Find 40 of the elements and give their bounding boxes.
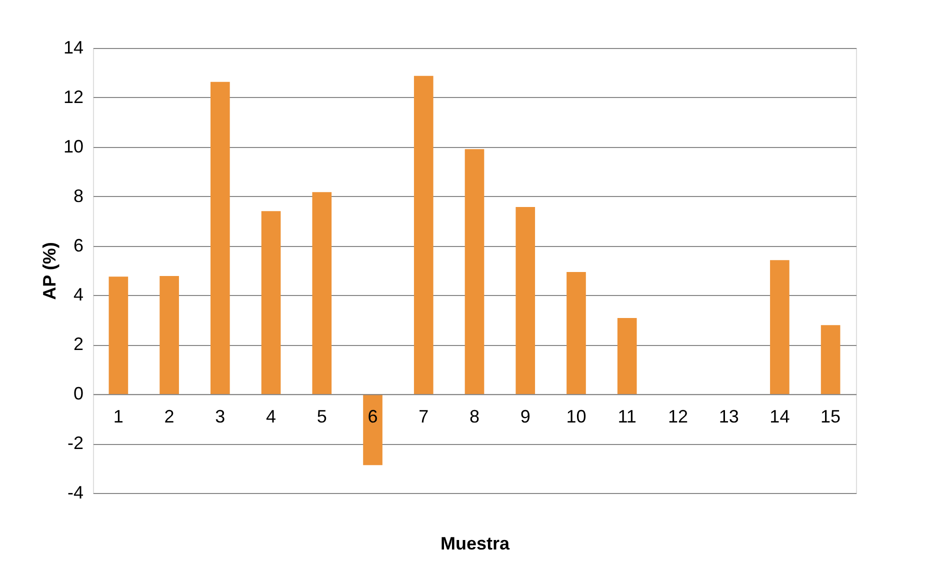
x-tick-label: 8 bbox=[469, 406, 480, 427]
x-tick-label: 1 bbox=[113, 406, 124, 427]
x-tick-label: 10 bbox=[566, 406, 586, 427]
x-tick-label: 14 bbox=[770, 406, 790, 427]
y-tick-label: 10 bbox=[63, 136, 84, 156]
bar bbox=[617, 318, 637, 394]
x-tick-label: 12 bbox=[668, 406, 688, 427]
x-tick-label: 6 bbox=[368, 406, 378, 427]
y-tick-label: 14 bbox=[63, 38, 84, 58]
bar bbox=[363, 394, 382, 466]
x-tick-label: 11 bbox=[618, 406, 636, 427]
y-axis-title: AP (%) bbox=[39, 242, 60, 300]
bar bbox=[108, 276, 128, 394]
bar bbox=[820, 325, 840, 394]
x-tick-label: 15 bbox=[820, 406, 841, 427]
bar bbox=[160, 276, 179, 394]
x-axis-title: Muestra bbox=[440, 534, 510, 554]
y-tick-label: -4 bbox=[67, 482, 84, 502]
y-tick-label: -2 bbox=[67, 433, 84, 454]
bar bbox=[464, 149, 484, 394]
x-tick-label: 13 bbox=[718, 406, 739, 427]
bar bbox=[261, 211, 281, 394]
bar bbox=[312, 192, 332, 394]
y-tick-label: 6 bbox=[73, 235, 84, 256]
y-tick-label: 0 bbox=[73, 384, 84, 404]
bar bbox=[566, 272, 586, 394]
x-tick-label: 9 bbox=[520, 406, 530, 427]
bar bbox=[414, 76, 434, 394]
bar bbox=[210, 82, 230, 394]
x-tick-label: 2 bbox=[164, 406, 174, 427]
bar bbox=[770, 260, 790, 394]
x-tick-label: 5 bbox=[316, 406, 327, 427]
x-tick-label: 4 bbox=[266, 406, 276, 427]
x-tick-label: 7 bbox=[418, 406, 429, 427]
x-tick-label: 3 bbox=[215, 406, 226, 427]
y-tick-label: 4 bbox=[73, 284, 84, 305]
y-tick-label: 8 bbox=[73, 186, 84, 206]
bar bbox=[516, 206, 536, 394]
y-tick-label: 12 bbox=[63, 86, 84, 107]
y-tick-label: 2 bbox=[73, 334, 84, 354]
